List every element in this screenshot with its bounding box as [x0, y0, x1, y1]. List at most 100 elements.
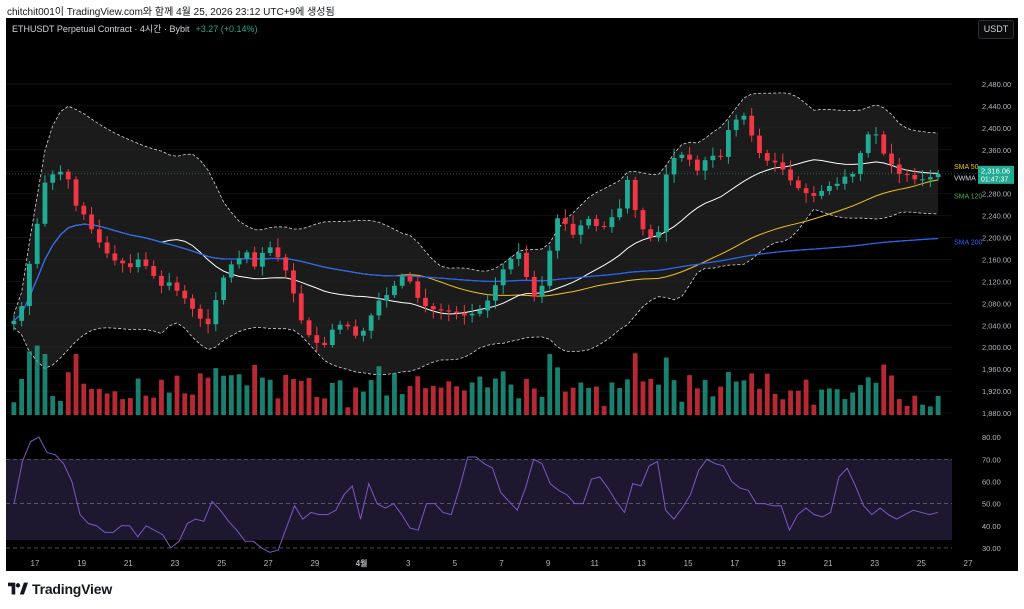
volume-bar [50, 396, 56, 415]
volume-bar [586, 387, 592, 415]
candle-body [360, 330, 366, 336]
volume-bar [454, 386, 459, 415]
volume-bar [384, 395, 390, 415]
symbol-legend[interactable]: ETHUSDT Perpetual Contract · 4시간 · Bybit… [12, 22, 258, 35]
currency-button[interactable]: USDT [978, 20, 1014, 39]
volume-bar [663, 357, 669, 415]
price-tick-label: 1,960.00 [982, 365, 1011, 374]
volume-bar [96, 388, 102, 415]
volume-bar [42, 354, 48, 415]
candle-body [42, 182, 48, 224]
time-tick-label: 3 [406, 559, 411, 568]
volume-bar [819, 389, 825, 415]
candle-body [710, 155, 716, 161]
candle-body [399, 276, 405, 286]
candle-body [850, 173, 856, 177]
candle-body [749, 115, 755, 136]
candle-body [780, 162, 786, 170]
candle-body [811, 193, 817, 196]
time-tick-label: 19 [777, 559, 786, 568]
price-tick-label: 1,880.00 [982, 409, 1011, 418]
volume-bar [896, 399, 902, 415]
price-tick-label: 2,240.00 [982, 212, 1011, 221]
volume-bar [19, 378, 25, 415]
volume-bar [267, 379, 273, 415]
candle-body [601, 226, 607, 228]
candle-body [531, 277, 537, 297]
bollinger-band-fill [13, 92, 939, 375]
volume-bar [329, 382, 335, 415]
candle-body [609, 217, 615, 228]
volume-bar [927, 406, 933, 415]
volume-bar [726, 372, 731, 415]
time-tick-label: 17 [31, 559, 40, 568]
volume-bar [104, 393, 110, 415]
volume-bar [306, 378, 312, 415]
volume-bar [221, 375, 226, 415]
volume-bar [904, 406, 910, 415]
time-tick-label: 17 [730, 559, 739, 568]
volume-bar [632, 353, 638, 415]
candle-body [741, 115, 747, 120]
price-tick-label: 2,200.00 [982, 234, 1011, 243]
volume-bar [485, 387, 491, 415]
time-tick-label: 13 [637, 559, 646, 568]
candle-body [298, 293, 304, 321]
candle-body [687, 154, 692, 160]
volume-bar [702, 379, 708, 415]
candle-body [135, 259, 141, 268]
candle-body [500, 269, 506, 286]
volume-bar [865, 377, 871, 415]
bollinger-lower [13, 208, 939, 376]
volume-bar [477, 376, 483, 415]
volume-bar [89, 389, 94, 415]
candlesticks[interactable] [11, 107, 941, 352]
volume-bar [275, 398, 281, 415]
candle-body [58, 171, 63, 175]
candle-body [329, 329, 335, 345]
volume-bar [648, 378, 654, 415]
time-tick-label: 29 [310, 559, 319, 568]
candle-body [236, 258, 242, 265]
candle-body [322, 342, 327, 345]
price-tick-label: 2,280.00 [982, 190, 1011, 199]
volume-bar [81, 383, 87, 415]
candle-body [368, 315, 374, 331]
candle-body [166, 282, 172, 286]
indicator-labels: SMA 50 VWMA 1 SMA 120 SMA 200 2,316.0601:47:… [6, 164, 1014, 246]
time-tick-label: 21 [124, 559, 133, 568]
chart-area[interactable]: 2,480.002,440.002,400.002,360.002,320.00… [6, 18, 1018, 571]
candle-body [648, 229, 654, 238]
rsi-tick-label: 30.00 [982, 544, 1001, 553]
time-tick-label: 9 [546, 559, 551, 568]
volume-bar [337, 380, 343, 415]
candle-body [617, 208, 623, 218]
volume-bar [562, 391, 568, 415]
volume-bar [143, 395, 149, 415]
volume-bar [197, 373, 203, 415]
volume-bar [376, 366, 382, 415]
volume-bar [120, 399, 126, 415]
volume-bar [228, 375, 234, 415]
footer: TradingView [0, 571, 1024, 609]
candle-body [407, 276, 413, 282]
price-chart[interactable]: 2,480.002,440.002,400.002,360.002,320.00… [6, 18, 1018, 571]
candle-body [562, 218, 568, 224]
volume-bar [368, 380, 374, 415]
candle-body [516, 252, 522, 259]
tradingview-logo[interactable]: TradingView [8, 581, 112, 597]
volume-bar [741, 380, 747, 415]
candle-body [345, 324, 351, 327]
candle-body [819, 190, 825, 196]
volume-bar [912, 395, 918, 415]
time-tick-label: 21 [824, 559, 833, 568]
candle-body [415, 281, 421, 298]
volume-bar [524, 378, 529, 415]
candle-body [423, 297, 428, 307]
rsi-pane [6, 436, 952, 553]
candle-body [143, 259, 149, 267]
volume-bar [508, 384, 514, 415]
volume-bar [795, 390, 801, 415]
candle-body [353, 326, 359, 336]
volume-bar [353, 387, 359, 415]
